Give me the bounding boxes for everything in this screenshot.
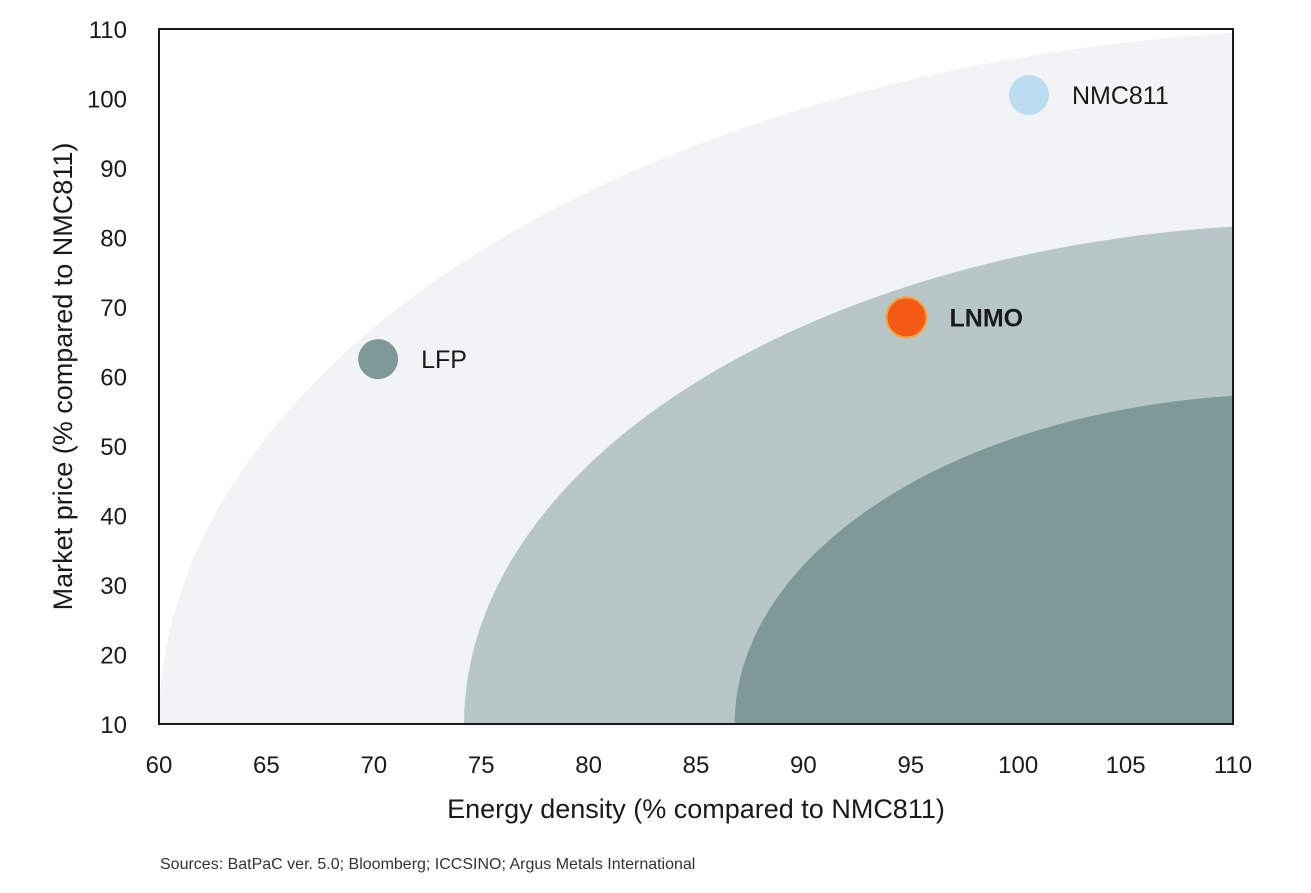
x-tick-label: 70 — [360, 752, 387, 779]
y-tick-label: 80 — [100, 226, 127, 253]
point-label-nmc811: NMC811 — [1072, 82, 1169, 110]
y-tick-label: 60 — [100, 365, 127, 392]
y-ticks: 10 20 30 40 50 60 70 80 90 100 110 — [87, 17, 127, 739]
y-tick-label: 90 — [100, 156, 127, 183]
x-tick-label: 90 — [790, 752, 817, 779]
y-tick-label: 50 — [100, 434, 127, 461]
points-layer: LFP LNMO NMC811 — [358, 75, 1169, 380]
x-tick-label: 80 — [575, 752, 602, 779]
point-label-lfp: LFP — [421, 346, 467, 374]
y-tick-label: 20 — [100, 643, 127, 670]
y-tick-label: 40 — [100, 504, 127, 531]
x-tick-label: 85 — [683, 752, 710, 779]
point-lfp — [358, 339, 399, 380]
y-tick-label: 30 — [100, 573, 127, 600]
inner-zone — [734, 395, 1233, 724]
x-axis-title: Energy density (% compared to NMC811) — [447, 794, 945, 824]
point-lnmo — [885, 296, 928, 339]
x-tick-label: 105 — [1106, 752, 1146, 779]
y-axis-title: Market price (% compared to NMC811) — [48, 143, 78, 611]
sources-note: Sources: BatPaC ver. 5.0; Bloomberg; ICC… — [160, 856, 696, 873]
x-tick-label: 100 — [998, 752, 1038, 779]
x-tick-label: 65 — [253, 752, 280, 779]
regions-layer — [159, 33, 1233, 724]
point-nmc811 — [1008, 75, 1049, 116]
x-ticks: 60 65 70 75 80 85 90 95 100 105 110 — [146, 752, 1252, 779]
x-tick-label: 110 — [1214, 752, 1252, 779]
y-tick-label: 110 — [89, 17, 127, 44]
y-tick-label: 100 — [87, 87, 127, 114]
x-tick-label: 60 — [146, 752, 173, 779]
point-label-lnmo: LNMO — [950, 304, 1024, 332]
x-tick-label: 95 — [897, 752, 924, 779]
plot-frame — [158, 28, 1234, 725]
y-tick-label: 70 — [100, 295, 127, 322]
x-tick-label: 75 — [468, 752, 495, 779]
y-tick-label: 10 — [100, 712, 127, 739]
